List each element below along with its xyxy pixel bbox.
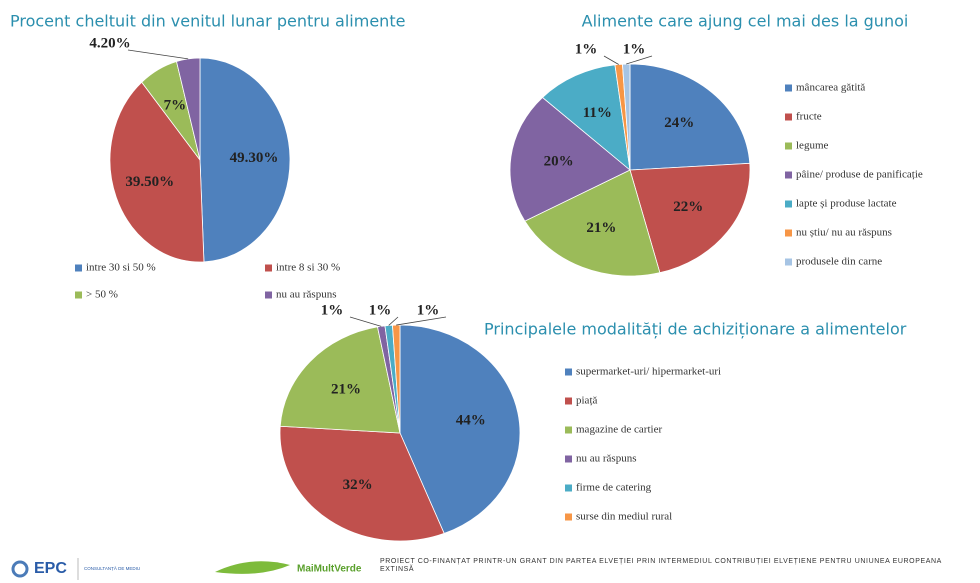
data-label: 39.50% xyxy=(125,174,174,190)
pie-slice xyxy=(399,324,521,534)
legend-swatch xyxy=(75,264,82,272)
data-label: 11% xyxy=(583,105,612,121)
data-label: 32% xyxy=(343,477,373,493)
legend-swatch xyxy=(565,397,572,405)
footer: EPC CONSULTANȚĂ DE MEDIU MaiMultVerde PR… xyxy=(11,558,942,580)
data-label: 44% xyxy=(456,412,486,428)
data-label: 4.20% xyxy=(89,35,130,51)
data-label: 1% xyxy=(369,302,392,318)
legend-label: lapte și produse lactate xyxy=(796,198,897,210)
data-label: 21% xyxy=(331,382,361,398)
leader-line xyxy=(603,55,619,65)
pie-slice xyxy=(629,63,751,171)
legend-swatch xyxy=(785,258,792,266)
data-label: 20% xyxy=(544,153,574,169)
leader-line xyxy=(127,49,189,60)
legend-swatch xyxy=(265,291,272,299)
legend-swatch xyxy=(565,426,572,434)
legend-label: nu au răspuns xyxy=(276,289,337,301)
chart-title: Alimente care ajung cel mai des la gunoi xyxy=(582,12,909,31)
legend-label: firme de catering xyxy=(576,482,652,494)
leader-line xyxy=(626,55,653,65)
legend-swatch xyxy=(785,142,792,150)
data-label: 1% xyxy=(575,41,598,57)
legend-swatch xyxy=(785,113,792,121)
pie-slice xyxy=(279,425,445,542)
data-label: 7% xyxy=(164,97,187,113)
data-label: 22% xyxy=(673,199,703,215)
legend-label: surse din mediul rural xyxy=(576,511,672,523)
data-label: 24% xyxy=(664,115,694,131)
pie-slice xyxy=(279,326,401,434)
pie-slice xyxy=(622,63,631,171)
leader-line xyxy=(349,316,382,327)
legend-swatch xyxy=(565,484,572,492)
legend-label: mâncarea gătită xyxy=(796,82,865,94)
legend-swatch xyxy=(565,455,572,463)
data-label: 49.30% xyxy=(230,150,279,166)
data-label: 1% xyxy=(417,302,440,318)
legend-label: produsele din carne xyxy=(796,256,882,268)
legend-swatch xyxy=(75,291,82,299)
legend-label: nu au răspuns xyxy=(576,453,637,465)
pie-slice xyxy=(199,57,291,263)
pie-slice xyxy=(392,324,401,434)
legend-swatch xyxy=(265,264,272,272)
leader-line xyxy=(388,316,399,326)
legend-label: nu știu/ nu au răspuns xyxy=(796,227,892,239)
legend-swatch xyxy=(565,368,572,376)
legend-swatch xyxy=(785,84,792,92)
legend-label: legume xyxy=(796,140,828,152)
gear-icon xyxy=(11,560,29,578)
legend-swatch xyxy=(785,229,792,237)
data-label: 1% xyxy=(623,41,646,57)
leader-line xyxy=(396,316,447,326)
legend-label: fructe xyxy=(796,111,822,123)
pie-slice xyxy=(629,162,751,274)
chart-title: Procent cheltuit din venitul lunar pentr… xyxy=(10,12,405,31)
footer-text-box: PROIECT CO-FINANȚAT PRINTR-UN GRANT DIN … xyxy=(380,558,942,573)
legend-swatch xyxy=(785,171,792,179)
pie-slice xyxy=(109,81,205,263)
chart-title: Principalele modalități de achiziționare… xyxy=(484,320,907,339)
legend-label: magazine de cartier xyxy=(576,424,662,436)
pie-slice xyxy=(524,169,661,277)
legend-label: intre 30 si 50 % xyxy=(86,262,156,274)
logo-mmv: MaiMultVerde xyxy=(297,564,362,575)
legend-swatch xyxy=(565,513,572,521)
logo-epc-sub: CONSULTANȚĂ DE MEDIU xyxy=(84,565,140,571)
legend-label: pâine/ produse de panificație xyxy=(796,169,923,181)
legend-label: supermarket-uri/ hipermarket-uri xyxy=(576,366,721,378)
legend-label: piață xyxy=(576,395,597,407)
logo-epc: EPC xyxy=(34,560,67,577)
pie-slice xyxy=(509,96,631,222)
legend-label: > 50 % xyxy=(86,289,118,301)
leaf-icon xyxy=(215,561,290,574)
footer-text: PROIECT CO-FINANȚAT PRINTR-UN GRANT DIN … xyxy=(380,558,942,573)
legend-swatch xyxy=(785,200,792,208)
pie-slice xyxy=(541,64,631,171)
data-label: 1% xyxy=(321,302,344,318)
data-label: 21% xyxy=(586,220,616,236)
legend-label: intre 8 si 30 % xyxy=(276,262,340,274)
